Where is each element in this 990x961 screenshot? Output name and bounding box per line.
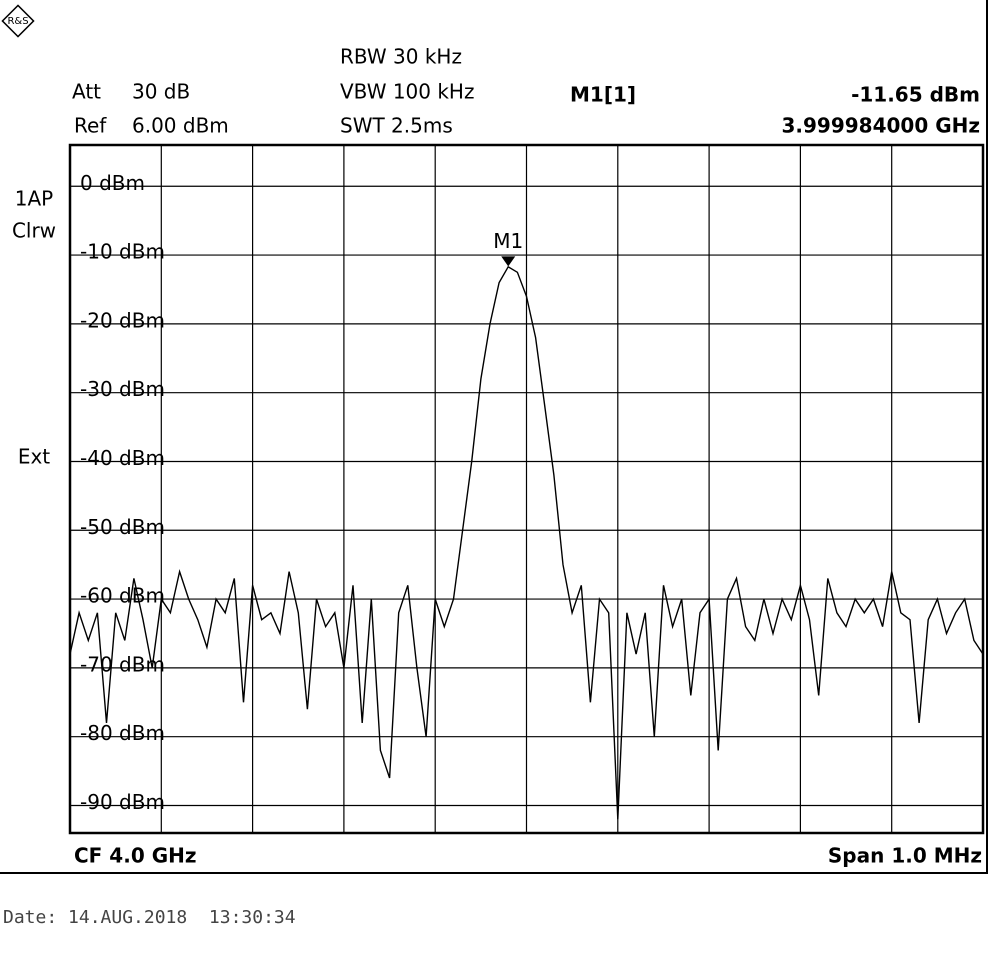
trace-label: 1AP [15,187,53,211]
ref-label: Ref [74,114,107,138]
marker-name: M1 [493,229,523,253]
trace-label: Clrw [12,219,56,243]
att-value: 30 dB [132,80,190,104]
logo: R&S [1,4,35,38]
marker-label: M1[1] [570,83,636,107]
marker-frequency: 3.999984000 GHz [781,114,980,138]
y-tick-label: -80 dBm [80,721,165,745]
y-tick-label: -50 dBm [80,515,165,539]
y-tick-label: 0 dBm [80,171,145,195]
marker-level: -11.65 dBm [851,83,980,107]
marker [501,256,516,267]
trace-label: Ext [18,445,50,469]
center-frequency: CF 4.0 GHz [74,844,197,868]
y-tick-label: -10 dBm [80,240,165,264]
y-tick-label: -30 dBm [80,377,165,401]
ref-value: 6.00 dBm [132,114,229,138]
y-tick-label: -40 dBm [80,446,165,470]
rbw: RBW 30 kHz [340,45,462,69]
svg-text:R&S: R&S [7,16,28,27]
att-label: Att [72,80,101,104]
y-tick-label: -70 dBm [80,652,165,676]
date: Date: 14.AUG.2018 13:30:34 [3,907,296,928]
y-tick-label: -20 dBm [80,308,165,332]
y-tick-label: -90 dBm [80,790,165,814]
vbw: VBW 100 kHz [340,80,474,104]
trace [69,265,984,820]
y-tick-label: -60 dBm [80,584,165,608]
span: Span 1.0 MHz [828,844,982,868]
swt: SWT 2.5ms [340,114,453,138]
